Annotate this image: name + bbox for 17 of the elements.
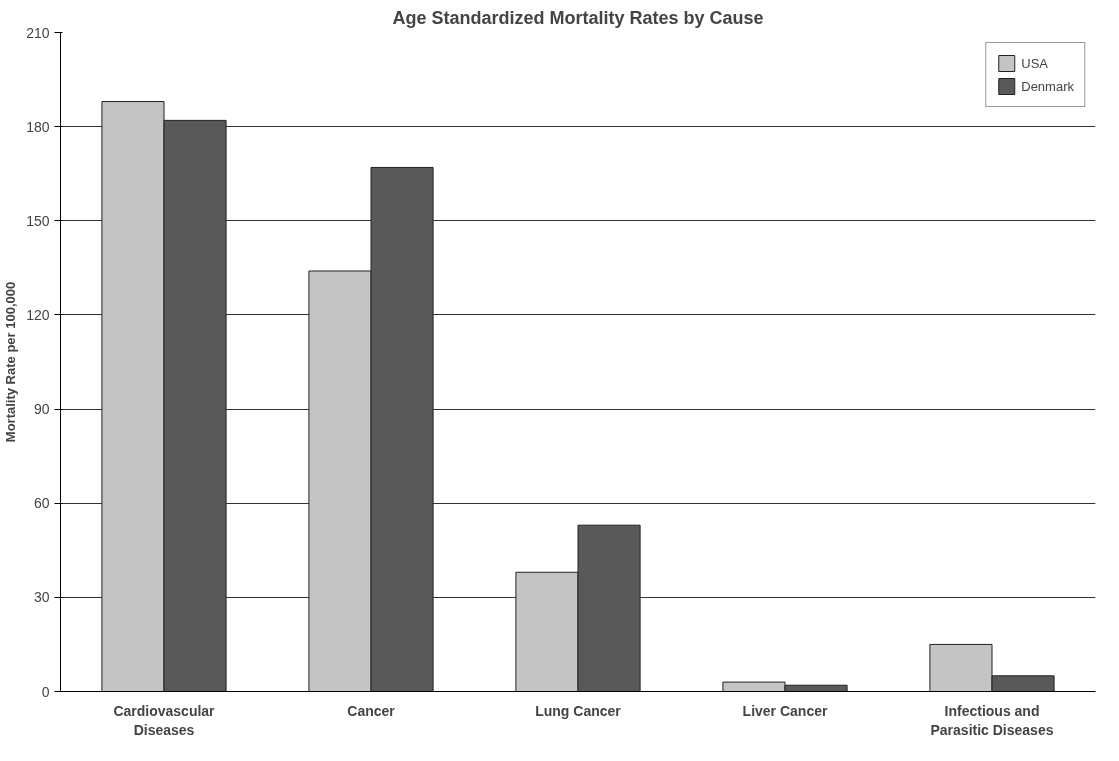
y-tick-label: 0	[41, 683, 50, 700]
y-tick-label: 120	[26, 306, 50, 323]
legend-label: USA	[1021, 55, 1048, 71]
y-tick-label: 60	[33, 495, 50, 512]
x-tick-label: Lung Cancer	[535, 702, 622, 719]
y-tick-label: 30	[33, 589, 50, 606]
y-tick-label: 180	[26, 118, 50, 135]
legend-label: Denmark	[1021, 78, 1074, 94]
y-tick-label: 90	[33, 401, 50, 418]
x-tick-label: Cardiovascular Diseases	[113, 702, 216, 738]
y-tick-label: 210	[26, 24, 50, 41]
x-tick-label: Liver Cancer	[742, 702, 828, 719]
x-tick-label: Infectious and Parasitic Diseases	[930, 702, 1054, 738]
y-axis-title: Mortality Rate per 100,000	[3, 281, 19, 443]
x-tick-label: Cancer	[347, 702, 396, 719]
y-tick-label: 150	[26, 212, 50, 229]
chart-title: Age Standardized Mortality Rates by Cause	[392, 7, 764, 28]
